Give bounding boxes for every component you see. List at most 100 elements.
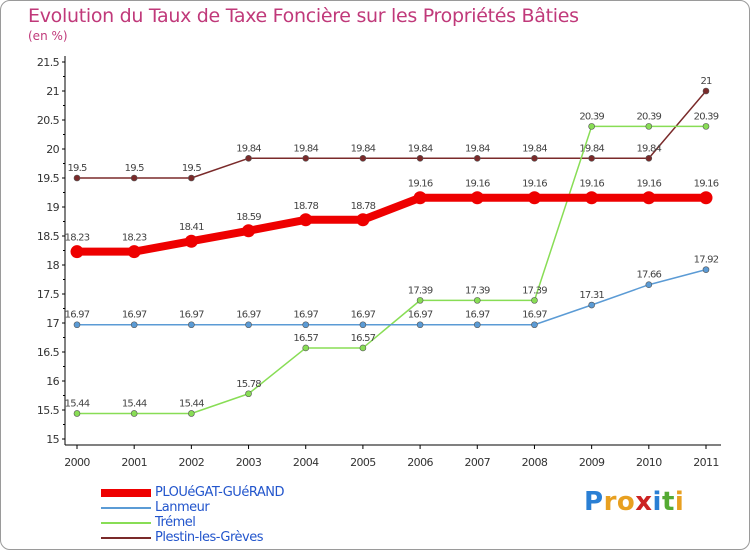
x-tick-label: 2003 — [236, 456, 262, 469]
data-label: 19.84 — [236, 143, 261, 154]
data-point — [73, 174, 81, 182]
x-tick-label: 2010 — [636, 456, 662, 469]
data-label: 19.84 — [465, 143, 490, 154]
legend-label: Plestin-les-Grèves — [155, 530, 264, 545]
data-point — [188, 321, 195, 329]
data-label: 21 — [700, 76, 712, 87]
y-tick-label: 15.5 — [37, 404, 60, 417]
data-point — [702, 87, 710, 95]
data-label: 15.78 — [236, 379, 261, 390]
legend-item-plestin: Plestin-les-Grèves — [101, 530, 421, 545]
chart-subtitle: (en %) — [28, 29, 68, 43]
data-point — [473, 154, 481, 162]
data-label: 19.84 — [408, 143, 433, 154]
data-label: 19.5 — [182, 163, 202, 174]
logo-letter: r — [603, 487, 617, 517]
data-label: 17.31 — [579, 290, 604, 301]
data-label: 19.16 — [465, 179, 490, 190]
data-label: 15.44 — [65, 398, 90, 409]
data-label: 16.97 — [122, 310, 147, 321]
y-tick-label: 18 — [46, 259, 59, 272]
data-label: 18.59 — [236, 212, 261, 223]
x-tick-label: 2009 — [579, 456, 605, 469]
data-label: 16.97 — [465, 310, 490, 321]
data-label: 16.97 — [179, 310, 204, 321]
x-tick-label: 2000 — [64, 456, 90, 469]
legend-swatch-plouegat — [101, 489, 151, 497]
data-point — [645, 281, 653, 289]
data-point — [359, 321, 367, 329]
data-label: 20.39 — [579, 111, 604, 122]
x-tick-label: 2006 — [407, 456, 433, 469]
logo-letter: i — [652, 487, 662, 517]
y-tick-label: 18.5 — [37, 230, 60, 243]
logo-letter: x — [635, 487, 653, 517]
data-point — [531, 297, 538, 304]
data-label: 17.92 — [694, 255, 719, 266]
data-label: 15.44 — [122, 398, 147, 409]
y-tick-label: 15 — [46, 433, 59, 446]
data-point — [699, 191, 713, 205]
data-point — [588, 301, 595, 309]
data-point — [531, 154, 538, 162]
legend-item-plouegat: PLOUéGAT-GUéRAND — [101, 485, 421, 500]
data-label: 19.84 — [293, 143, 318, 154]
y-tick-label: 16.5 — [37, 346, 60, 359]
data-label: 17.39 — [408, 285, 433, 296]
data-point — [413, 191, 427, 205]
data-point — [245, 321, 252, 329]
data-label: 19.84 — [636, 143, 661, 154]
data-label: 20.39 — [636, 111, 661, 122]
data-label: 16.57 — [351, 333, 376, 344]
data-point — [242, 224, 256, 238]
data-point — [73, 321, 81, 329]
data-label: 19.16 — [522, 179, 547, 190]
data-point — [188, 174, 195, 182]
x-tick-label: 2001 — [121, 456, 147, 469]
logo-letter: i — [674, 487, 685, 517]
data-point — [127, 245, 141, 259]
logo-letter: P — [584, 487, 604, 517]
data-point — [356, 213, 370, 227]
data-point — [245, 390, 252, 398]
legend-item-tremel: Trémel — [101, 515, 421, 530]
data-label: 19.84 — [579, 143, 604, 154]
series-line — [77, 193, 706, 256]
data-point — [302, 344, 310, 352]
y-tick-label: 16 — [46, 375, 59, 388]
y-tick-label: 19 — [46, 201, 59, 214]
logo-letter: t — [661, 487, 675, 517]
data-point — [359, 154, 367, 162]
data-point — [642, 191, 656, 205]
data-point — [645, 154, 653, 162]
data-point — [473, 297, 481, 304]
data-point — [585, 191, 599, 205]
data-label: 19.16 — [636, 179, 661, 190]
data-point — [702, 266, 710, 273]
data-label: 16.97 — [65, 310, 90, 321]
x-tick-label: 2004 — [293, 456, 319, 469]
data-point — [359, 344, 367, 352]
legend-swatch-lanmeur — [101, 507, 151, 509]
data-point — [245, 154, 252, 162]
data-point — [416, 321, 424, 329]
legend-label: Trémel — [155, 515, 196, 530]
data-point — [130, 321, 138, 329]
data-label: 16.97 — [236, 310, 261, 321]
legend-swatch-tremel — [101, 522, 151, 524]
legend-swatch-plestin — [101, 537, 151, 539]
data-point — [130, 410, 138, 417]
data-label: 17.39 — [522, 285, 547, 296]
data-point — [302, 154, 310, 162]
data-label: 18.78 — [351, 201, 376, 212]
data-point — [588, 123, 595, 130]
data-point — [527, 191, 541, 205]
data-label: 18.23 — [65, 233, 90, 244]
x-tick-label: 2005 — [350, 456, 376, 469]
data-label: 19.5 — [67, 163, 87, 174]
x-tick-label: 2011 — [693, 456, 719, 469]
data-label: 15.44 — [179, 398, 204, 409]
data-label: 20.39 — [694, 111, 719, 122]
series-line — [77, 125, 706, 415]
